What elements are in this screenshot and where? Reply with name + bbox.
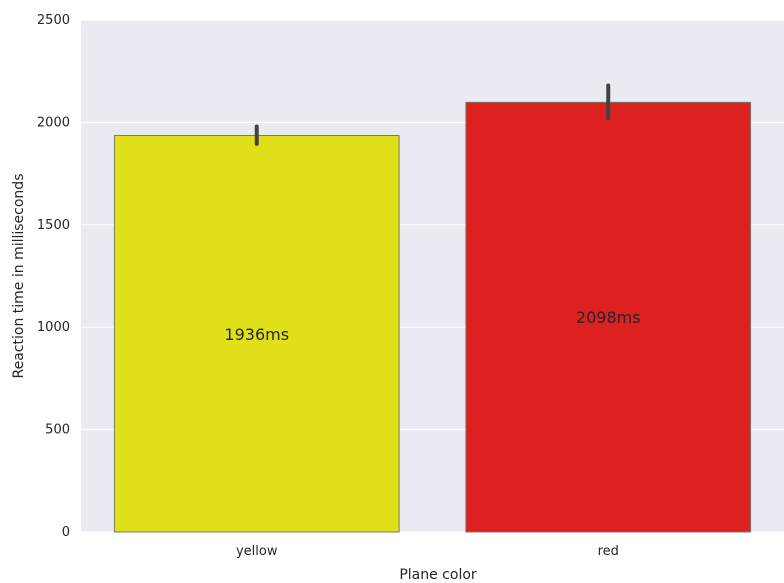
- data-labels: 1936ms 2098ms: [224, 308, 640, 344]
- error-bars: [254, 83, 611, 146]
- y-tick-label: 500: [45, 423, 70, 438]
- y-axis-label: Reaction time in milliseconds: [11, 174, 27, 379]
- x-tick-labels: yellow red: [236, 544, 619, 559]
- data-label-red: 2098ms: [576, 308, 641, 327]
- y-tick-label: 2000: [37, 115, 70, 130]
- y-tick-label: 1500: [37, 218, 70, 233]
- data-label-yellow: 1936ms: [224, 325, 289, 344]
- bars: [113, 101, 752, 533]
- y-tick-label: 1000: [37, 320, 70, 335]
- y-tick-labels: 0 500 1000 1500 2000 2500: [37, 13, 70, 540]
- y-tick-label: 0: [62, 525, 70, 540]
- x-axis-label: Plane color: [399, 567, 477, 583]
- x-tick-label: red: [598, 544, 619, 559]
- x-tick-label: yellow: [236, 544, 278, 559]
- bar-yellow: [113, 135, 400, 533]
- y-tick-label: 2500: [37, 13, 70, 28]
- bar-red: [465, 101, 752, 533]
